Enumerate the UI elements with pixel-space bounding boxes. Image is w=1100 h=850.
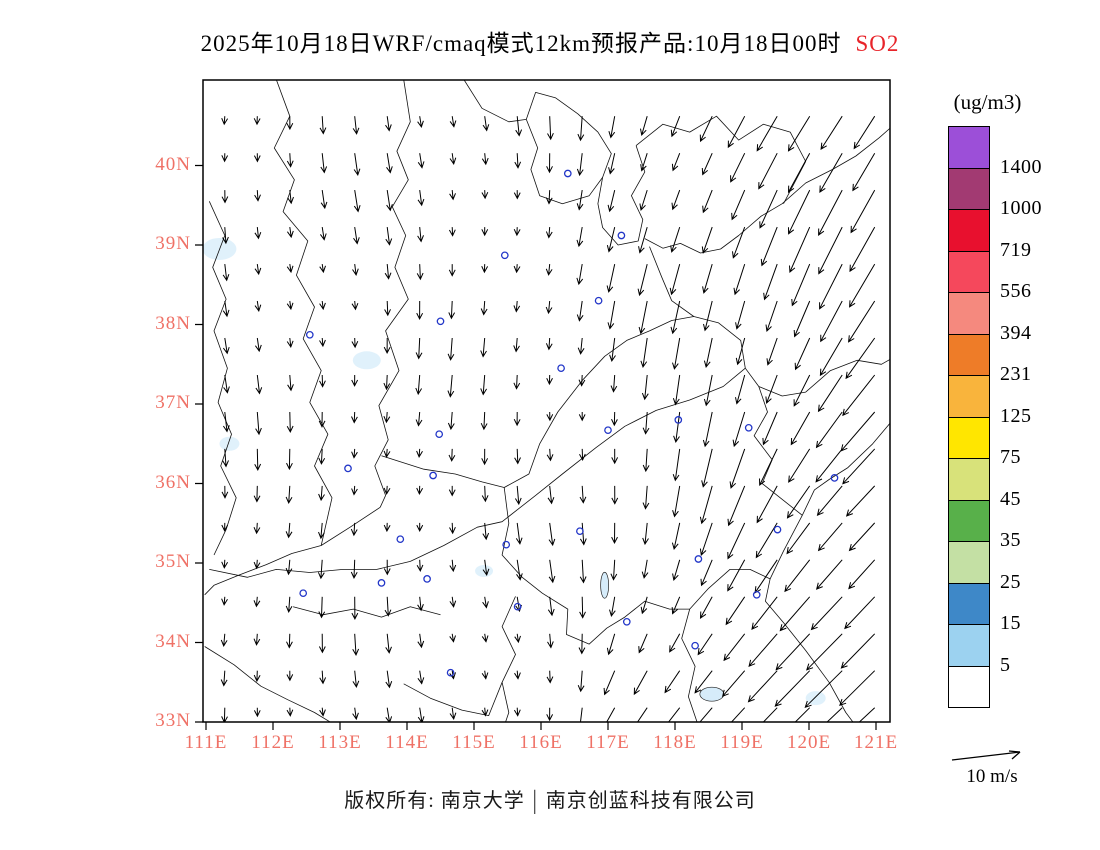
colorbar-level-35: 35 <box>1000 529 1021 551</box>
wind-vectors <box>220 115 876 722</box>
city-marker <box>563 169 572 178</box>
city-marker <box>691 641 699 650</box>
axis-ticks <box>195 164 877 730</box>
colorbar-bar <box>948 126 990 708</box>
plot-title: 2025年10月18日WRF/cmaq模式12km预报产品:10月18日00时 S… <box>0 24 1100 58</box>
city-markers <box>299 169 839 677</box>
colorbar-level-394: 394 <box>1000 321 1032 344</box>
colorbar-segment <box>949 583 989 625</box>
city-marker <box>299 589 308 598</box>
copyright-footer: 版权所有: 南京大学 | 南京创蓝科技有限公司 <box>0 784 1100 816</box>
city-marker <box>435 430 444 439</box>
colorbar-segment <box>949 293 989 335</box>
copyright-owner: 版权所有: 南京大学 <box>344 790 525 812</box>
city-marker <box>446 668 455 677</box>
city-marker <box>423 575 431 583</box>
colorbar-level-125: 125 <box>1000 404 1032 427</box>
colorbar-level-5: 5 <box>1000 653 1011 676</box>
city-marker <box>429 471 437 480</box>
city-marker <box>694 555 703 563</box>
city-marker <box>773 525 782 534</box>
city-marker <box>604 426 612 435</box>
city-marker <box>396 535 405 544</box>
colorbar-segment <box>949 251 989 293</box>
lon-label-116E: 116E <box>519 732 563 753</box>
lat-label-39N: 39N <box>155 233 191 254</box>
lon-label-121E: 121E <box>853 732 899 753</box>
city-marker <box>744 423 753 432</box>
city-marker <box>752 590 761 599</box>
city-marker <box>305 330 314 339</box>
colorbar-segment <box>949 210 989 252</box>
colorbar-segment <box>949 625 989 667</box>
colorbar-level-719: 719 <box>1000 238 1032 261</box>
colorbar-level-25: 25 <box>1000 570 1021 593</box>
colorbar-segment <box>949 542 989 584</box>
city-marker <box>830 474 839 482</box>
copyright-company: 南京创蓝科技有限公司 <box>545 790 756 812</box>
city-marker <box>500 251 509 260</box>
lon-label-114E: 114E <box>385 732 429 753</box>
colorbar-segment <box>949 334 989 376</box>
forecast-map <box>195 72 898 730</box>
map-frame <box>202 79 891 723</box>
colorbar-segment <box>949 127 989 169</box>
colorbar-segment <box>949 168 989 210</box>
colorbar-segment <box>949 666 989 707</box>
lon-label-112E: 112E <box>251 732 295 753</box>
map-boundaries <box>204 80 890 722</box>
species-label: SO2 <box>855 31 900 56</box>
city-marker <box>513 602 522 611</box>
lon-label-117E: 117E <box>586 732 630 753</box>
lat-label-38N: 38N <box>155 312 191 334</box>
lon-label-118E: 118E <box>653 732 697 753</box>
lat-label-40N: 40N <box>155 153 191 175</box>
map-background <box>203 80 890 722</box>
city-marker <box>344 464 352 473</box>
colorbar-level-1400: 1400 <box>1000 155 1042 178</box>
city-marker <box>576 527 584 536</box>
city-marker <box>377 579 386 587</box>
lat-label-36N: 36N <box>155 471 191 493</box>
lat-label-35N: 35N <box>155 551 191 572</box>
colorbar-level-1000: 1000 <box>1000 197 1042 219</box>
city-marker <box>617 231 626 240</box>
colorbar-segment <box>949 500 989 542</box>
plot-title-text: 2025年10月18日WRF/cmaq模式12km预报产品:10月18日00时 <box>200 31 842 56</box>
lon-label-111E: 111E <box>184 732 228 753</box>
colorbar-level-15: 15 <box>1000 612 1021 634</box>
colorbar-segment <box>949 459 989 501</box>
lon-label-113E: 113E <box>318 732 362 753</box>
city-marker <box>622 617 631 626</box>
lat-label-37N: 37N <box>155 392 191 413</box>
lon-label-120E: 120E <box>786 732 832 753</box>
lon-label-115E: 115E <box>452 732 496 753</box>
wind-scale-arrow-icon <box>951 750 1021 761</box>
city-marker <box>594 296 603 305</box>
colorbar-level-556: 556 <box>1000 280 1032 302</box>
colorbar-level-75: 75 <box>1000 446 1021 468</box>
wind-scale-label: 10 m/s <box>966 766 1018 787</box>
city-marker <box>436 317 445 326</box>
colorbar-segment <box>949 417 989 459</box>
lat-label-33N: 33N <box>155 710 191 731</box>
colorbar-level-231: 231 <box>1000 363 1032 385</box>
city-marker <box>674 416 683 424</box>
map-canvas <box>195 79 891 730</box>
lon-label-119E: 119E <box>720 732 764 753</box>
colorbar-segment <box>949 376 989 418</box>
footer-divider: | <box>532 786 538 816</box>
city-marker <box>502 540 511 549</box>
city-marker <box>557 364 565 373</box>
lat-label-34N: 34N <box>155 630 191 652</box>
colorbar-level-45: 45 <box>1000 487 1021 510</box>
colorbar-units: (ug/m3) <box>953 90 1022 114</box>
